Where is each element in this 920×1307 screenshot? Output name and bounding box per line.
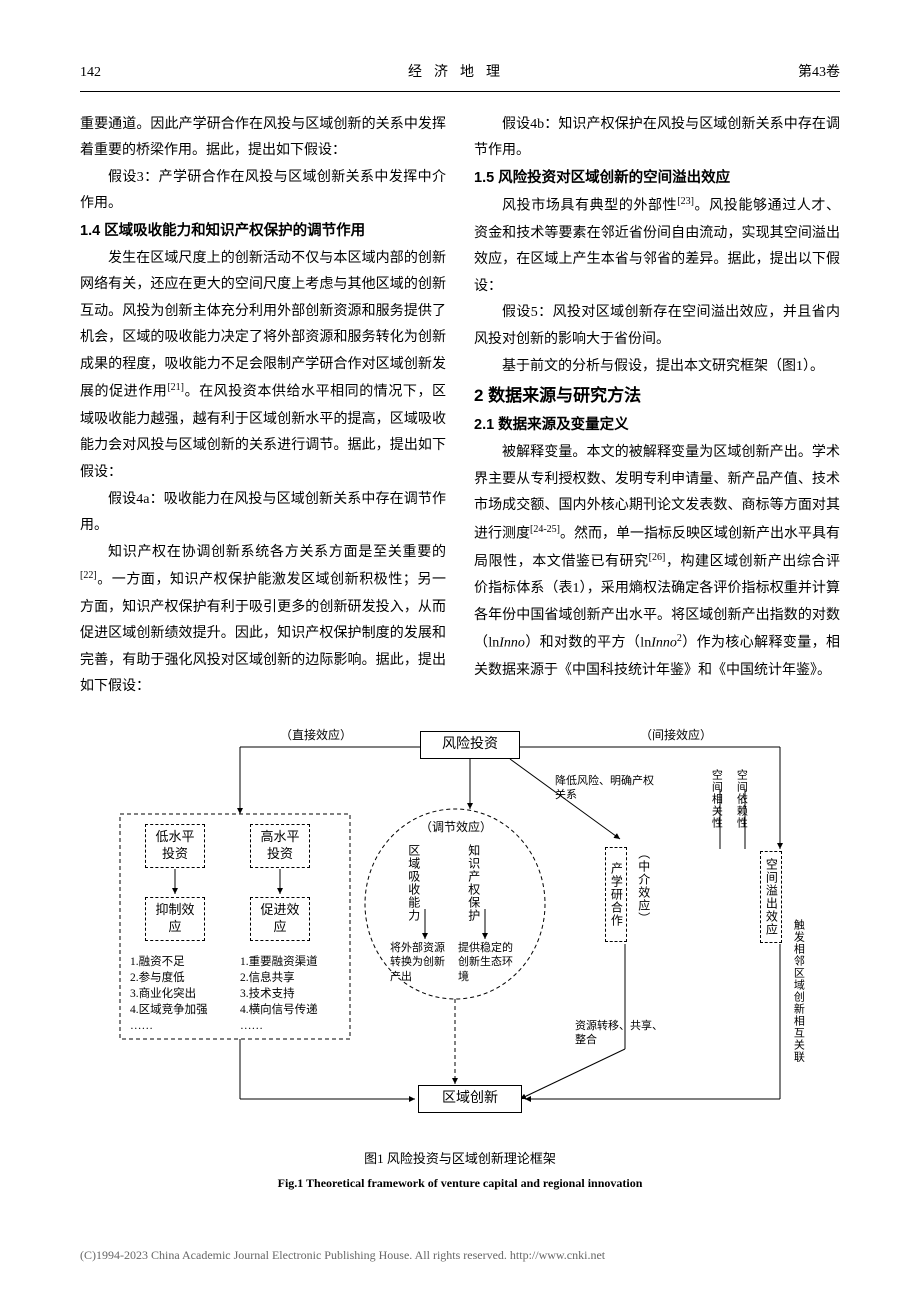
- label-spatial-dep: 空间依赖性: [733, 769, 748, 829]
- right-column: 假设4b：知识产权保护在风投与区域创新关系中存在调节作用。 1.5 风险投资对区…: [474, 112, 840, 701]
- para: 风投市场具有典型的外部性[23]。风投能够通过人才、资金和技术等要素在邻近省份间…: [474, 192, 840, 300]
- node-spillover: 空间溢出效应: [760, 851, 782, 943]
- figure-caption: 图1 风险投资与区域创新理论框架 Fig.1 Theoretical frame…: [80, 1147, 840, 1194]
- desc-absorb: 将外部资源转换为创新产出: [390, 941, 450, 984]
- node-venture-capital: 风险投资: [420, 731, 520, 759]
- list-right: 1.重要融资渠道 2.信息共享 3.技术支持 4.横向信号传递 ……: [240, 954, 318, 1034]
- label-moderate: （调节效应）: [420, 819, 490, 836]
- volume: 第43卷: [760, 60, 840, 87]
- page-number: 142: [80, 60, 160, 87]
- hypothesis-4a: 假设4a：吸收能力在风投与区域创新关系中存在调节作用。: [80, 487, 446, 540]
- desc-ipr: 提供稳定的创新生态环境: [458, 941, 518, 984]
- node-high-invest: 高水平投资: [250, 824, 310, 868]
- node-iur: 产学研合作: [605, 847, 627, 942]
- para: 被解释变量。本文的被解释变量为区域创新产出。学术界主要从专利授权数、发明专利申请…: [474, 440, 840, 684]
- page-header: 142 经济地理 第43卷: [80, 60, 840, 92]
- label-mediate: （中介效应）: [635, 847, 652, 925]
- label-indirect: （间接效应）: [640, 727, 712, 744]
- text-columns: 重要通道。因此产学研合作在风投与区域创新的关系中发挥着重要的桥梁作用。据此，提出…: [80, 112, 840, 701]
- para: 发生在区域尺度上的创新活动不仅与本区域内部的创新网络有关，还应在更大的空间尺度上…: [80, 246, 446, 487]
- node-suppress: 抑制效应: [145, 897, 205, 941]
- label-direct: （直接效应）: [280, 727, 352, 744]
- node-promote: 促进效应: [250, 897, 310, 941]
- hypothesis-5: 假设5：风投对区域创新存在空间溢出效应，并且省内风投对创新的影响大于省份间。: [474, 300, 840, 353]
- para: 重要通道。因此产学研合作在风投与区域创新的关系中发挥着重要的桥梁作用。据此，提出…: [80, 112, 446, 165]
- left-column: 重要通道。因此产学研合作在风投与区域创新的关系中发挥着重要的桥梁作用。据此，提出…: [80, 112, 446, 701]
- node-low-invest: 低水平投资: [145, 824, 205, 868]
- heading-2: 2 数据来源与研究方法: [474, 380, 840, 412]
- caption-en: Fig.1 Theoretical framework of venture c…: [80, 1172, 840, 1195]
- hypothesis-4b: 假设4b：知识产权保护在风投与区域创新关系中存在调节作用。: [474, 112, 840, 165]
- journal-name: 经济地理: [160, 60, 760, 87]
- para: 基于前文的分析与假设，提出本文研究框架（图1）。: [474, 354, 840, 381]
- label-spatial-corr: 空间相关性: [708, 769, 723, 829]
- copyright-footer: (C)1994-2023 China Academic Journal Elec…: [80, 1244, 840, 1267]
- heading-1-5: 1.5 风险投资对区域创新的空间溢出效应: [474, 165, 840, 193]
- caption-cn: 图1 风险投资与区域创新理论框架: [80, 1147, 840, 1172]
- node-regional-innovation: 区域创新: [418, 1085, 522, 1113]
- list-left: 1.融资不足 2.参与度低 3.商业化突出 4.区域竞争加强 ……: [130, 954, 208, 1034]
- heading-2-1: 2.1 数据来源及变量定义: [474, 412, 840, 440]
- figure-1: 风险投资 （直接效应） （间接效应） 低水平投资 高水平投资 抑制效应 促进效应…: [80, 719, 840, 1139]
- heading-1-4: 1.4 区域吸收能力和知识产权保护的调节作用: [80, 218, 446, 246]
- desc-trigger: 触发相邻区域创新相互关联: [790, 919, 805, 1063]
- para: 知识产权在协调创新系统各方关系方面是至关重要的[22]。一方面，知识产权保护能激…: [80, 540, 446, 701]
- node-absorb: 区域吸收能力: [405, 844, 422, 922]
- desc-resource: 资源转移、共享、整合: [575, 1019, 665, 1048]
- node-ipr: 知识产权保护: [465, 844, 482, 922]
- hypothesis-3: 假设3：产学研合作在风投与区域创新关系中发挥中介作用。: [80, 165, 446, 218]
- desc-risk: 降低风险、明确产权关系: [555, 774, 655, 803]
